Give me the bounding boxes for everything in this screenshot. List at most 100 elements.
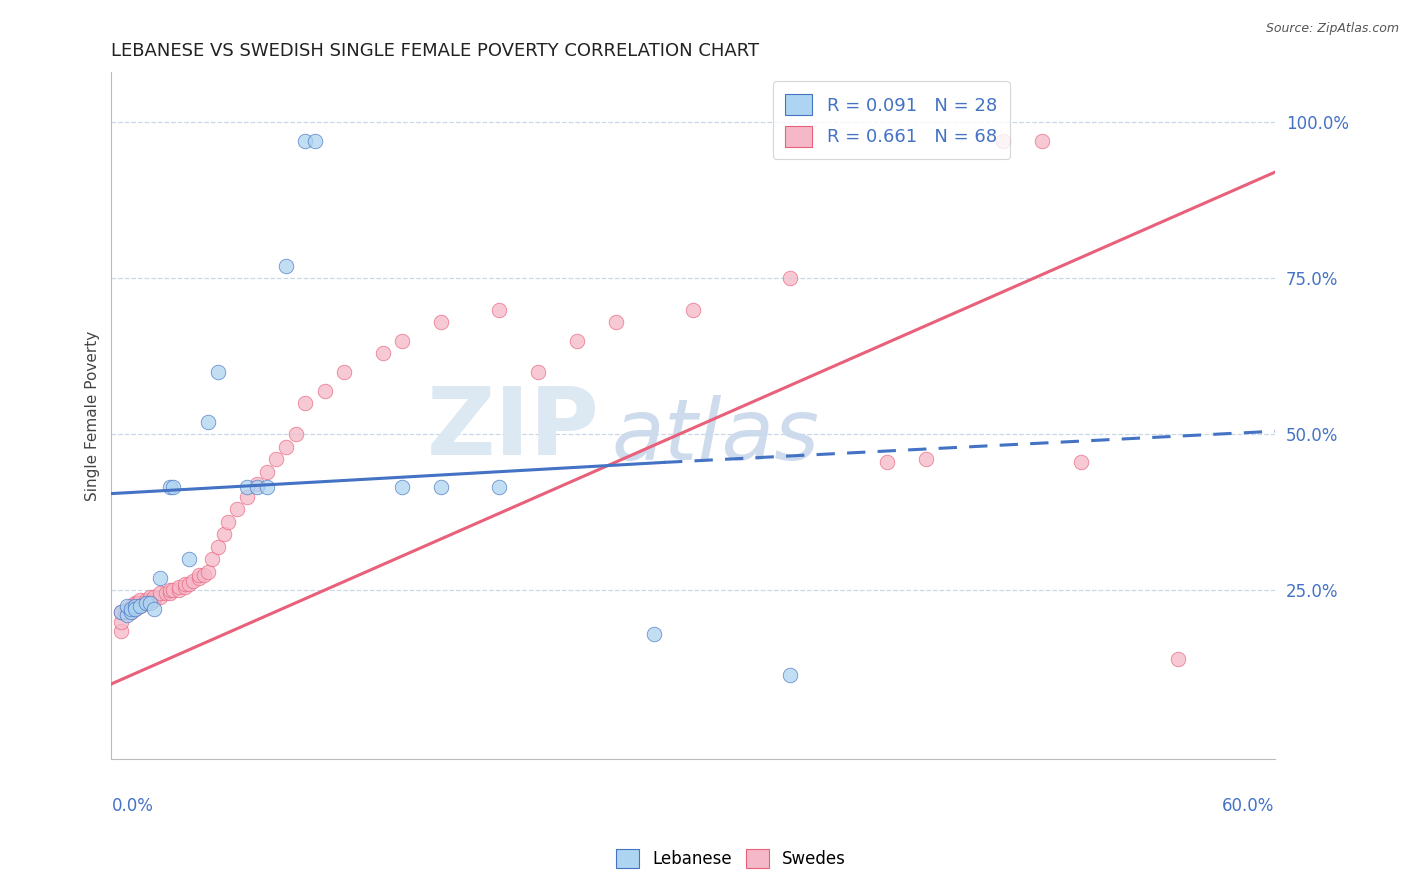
Point — [125, 599, 148, 613]
Point — [115, 608, 138, 623]
Point — [143, 592, 166, 607]
Point — [110, 605, 132, 619]
Point — [139, 592, 162, 607]
Point — [643, 627, 665, 641]
Y-axis label: Single Female Poverty: Single Female Poverty — [86, 330, 100, 500]
Point — [135, 592, 157, 607]
Point — [159, 586, 181, 600]
Point — [274, 259, 297, 273]
Point — [169, 580, 191, 594]
Point — [174, 577, 197, 591]
Point — [169, 583, 191, 598]
Point — [120, 605, 142, 619]
Point — [256, 480, 278, 494]
Point — [143, 602, 166, 616]
Point — [143, 590, 166, 604]
Legend: R = 0.091   N = 28, R = 0.661   N = 68: R = 0.091 N = 28, R = 0.661 N = 68 — [773, 81, 1010, 160]
Point — [430, 480, 453, 494]
Point — [333, 365, 356, 379]
Point — [1031, 134, 1053, 148]
Point — [120, 602, 142, 616]
Point — [162, 583, 184, 598]
Point — [284, 427, 307, 442]
Point — [294, 134, 316, 148]
Text: ZIP: ZIP — [427, 384, 600, 475]
Point — [159, 583, 181, 598]
Point — [779, 271, 801, 285]
Point — [304, 134, 326, 148]
Point — [256, 465, 278, 479]
Point — [115, 602, 138, 616]
Point — [181, 574, 204, 588]
Point — [201, 552, 224, 566]
Point — [207, 540, 229, 554]
Point — [114, 605, 136, 619]
Point — [391, 480, 413, 494]
Point — [193, 567, 215, 582]
Point — [294, 396, 316, 410]
Point — [129, 599, 152, 613]
Text: atlas: atlas — [612, 394, 820, 478]
Point — [135, 596, 157, 610]
Point — [120, 599, 142, 613]
Point — [124, 599, 146, 613]
Legend: Lebanese, Swedes: Lebanese, Swedes — [609, 842, 853, 875]
Point — [124, 602, 146, 616]
Point — [187, 571, 209, 585]
Point — [488, 480, 510, 494]
Point — [124, 602, 146, 616]
Point — [246, 477, 269, 491]
Point — [430, 315, 453, 329]
Point — [162, 480, 184, 494]
Point — [876, 455, 898, 469]
Point — [1167, 652, 1189, 666]
Point — [217, 515, 239, 529]
Point — [212, 527, 235, 541]
Point — [993, 134, 1015, 148]
Point — [139, 596, 162, 610]
Point — [139, 590, 162, 604]
Point — [129, 596, 152, 610]
Text: LEBANESE VS SWEDISH SINGLE FEMALE POVERTY CORRELATION CHART: LEBANESE VS SWEDISH SINGLE FEMALE POVERT… — [111, 42, 759, 60]
Point — [207, 365, 229, 379]
Text: 60.0%: 60.0% — [1222, 797, 1275, 814]
Point — [236, 480, 259, 494]
Point — [264, 452, 287, 467]
Point — [129, 592, 152, 607]
Point — [187, 567, 209, 582]
Point — [1070, 455, 1092, 469]
Point — [682, 302, 704, 317]
Point — [155, 586, 177, 600]
Point — [488, 302, 510, 317]
Point — [236, 490, 259, 504]
Point — [274, 440, 297, 454]
Point — [391, 334, 413, 348]
Point — [197, 415, 219, 429]
Point — [135, 596, 157, 610]
Point — [115, 605, 138, 619]
Point — [159, 480, 181, 494]
Point — [124, 596, 146, 610]
Text: 0.0%: 0.0% — [111, 797, 153, 814]
Text: Source: ZipAtlas.com: Source: ZipAtlas.com — [1265, 22, 1399, 36]
Point — [226, 502, 249, 516]
Point — [125, 596, 148, 610]
Point — [149, 590, 172, 604]
Point — [371, 346, 394, 360]
Point — [527, 365, 550, 379]
Point — [115, 599, 138, 613]
Point — [124, 599, 146, 613]
Point — [149, 586, 172, 600]
Point — [177, 577, 200, 591]
Point — [197, 565, 219, 579]
Point — [149, 571, 172, 585]
Point — [605, 315, 627, 329]
Point — [177, 552, 200, 566]
Point — [779, 667, 801, 681]
Point — [110, 615, 132, 629]
Point — [565, 334, 588, 348]
Point — [314, 384, 336, 398]
Point — [110, 605, 132, 619]
Point — [914, 452, 936, 467]
Point — [129, 599, 152, 613]
